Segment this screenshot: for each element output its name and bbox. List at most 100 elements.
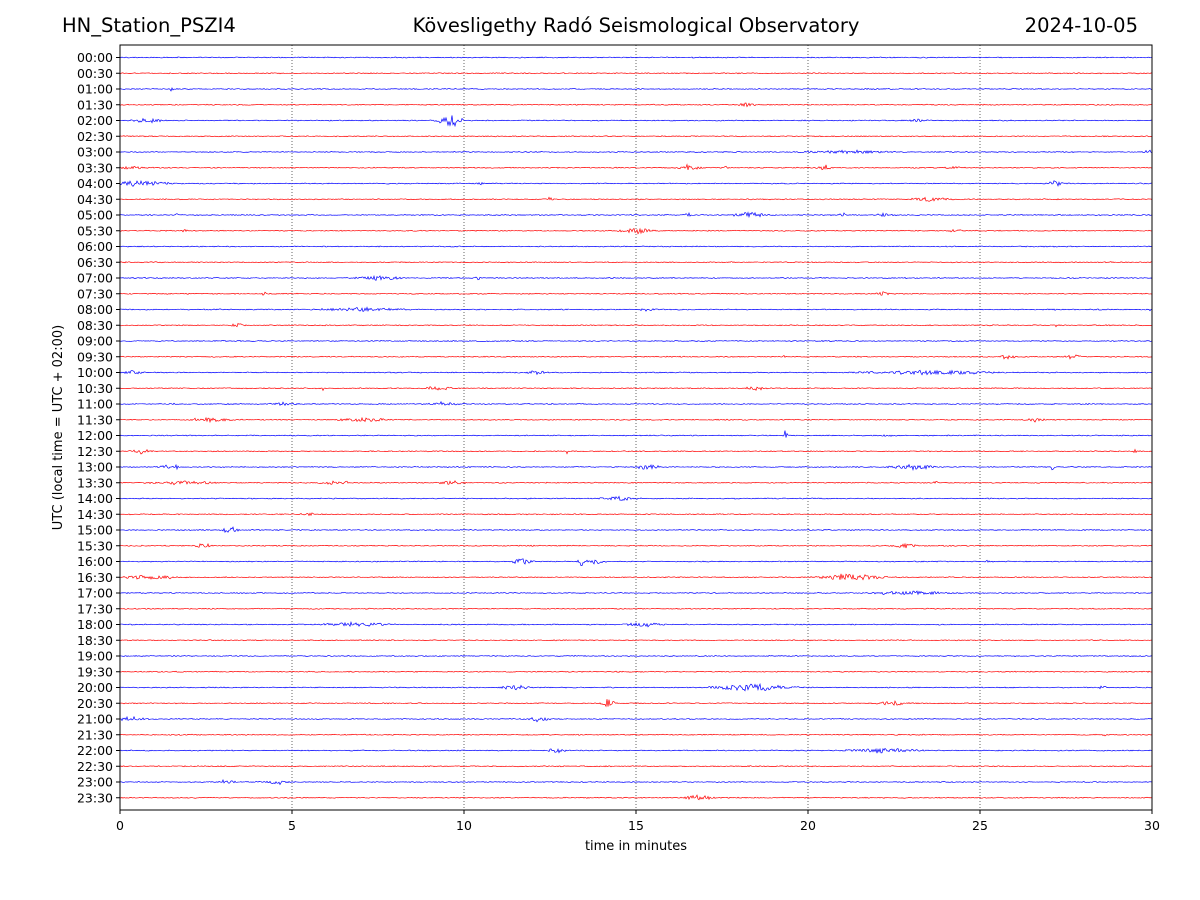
y-tick-label: 20:00 bbox=[77, 680, 113, 695]
y-tick-label: 06:30 bbox=[77, 255, 113, 270]
y-tick-label: 02:00 bbox=[77, 113, 113, 128]
trace-0400 bbox=[119, 180, 1153, 187]
x-tick-label: 15 bbox=[628, 818, 644, 833]
y-tick-label: 12:00 bbox=[77, 428, 113, 443]
y-tick-label: 15:30 bbox=[77, 538, 113, 553]
trace-1930 bbox=[119, 670, 1153, 673]
trace-0030 bbox=[119, 72, 1153, 75]
y-tick-label: 23:00 bbox=[77, 775, 113, 790]
x-axis-label: time in minutes bbox=[585, 839, 687, 854]
y-tick-label: 12:30 bbox=[77, 444, 113, 459]
seismic-traces bbox=[119, 56, 1153, 801]
y-tick-label: 17:00 bbox=[77, 586, 113, 601]
y-tick-label: 02:30 bbox=[77, 129, 113, 144]
trace-1030 bbox=[119, 386, 1153, 392]
y-tick-label: 21:30 bbox=[77, 727, 113, 742]
y-tick-label: 07:00 bbox=[77, 271, 113, 286]
y-tick-label: 06:00 bbox=[77, 239, 113, 254]
y-tick-label: 01:00 bbox=[77, 82, 113, 97]
y-tick-label: 16:30 bbox=[77, 570, 113, 585]
x-tick-label: 0 bbox=[116, 818, 124, 833]
trace-0330 bbox=[119, 163, 1153, 171]
trace-1800 bbox=[119, 620, 1153, 628]
trace-1130 bbox=[119, 416, 1153, 424]
y-tick-label: 00:00 bbox=[77, 50, 113, 65]
trace-1500 bbox=[119, 526, 1153, 533]
y-tick-label: 08:00 bbox=[77, 302, 113, 317]
y-tick-label: 22:00 bbox=[77, 743, 113, 758]
trace-1700 bbox=[119, 590, 1153, 596]
y-tick-label: 21:00 bbox=[77, 712, 113, 727]
y-tick-label: 18:30 bbox=[77, 633, 113, 648]
y-tick-label: 13:00 bbox=[77, 460, 113, 475]
trace-1200 bbox=[119, 430, 1153, 438]
chart-title: Kövesligethy Radó Seismological Observat… bbox=[412, 14, 860, 37]
y-tick-label: 09:30 bbox=[77, 349, 113, 364]
trace-0600 bbox=[119, 245, 1153, 248]
y-tick-label: 09:00 bbox=[77, 334, 113, 349]
trace-0230 bbox=[119, 135, 1153, 138]
chart-date: 2024-10-05 bbox=[1024, 14, 1138, 37]
trace-1530 bbox=[119, 542, 1153, 549]
y-tick-label: 19:30 bbox=[77, 664, 113, 679]
trace-2030 bbox=[119, 699, 1153, 708]
trace-0430 bbox=[119, 196, 1153, 202]
trace-0730 bbox=[119, 291, 1153, 296]
y-tick-label: 10:30 bbox=[77, 381, 113, 396]
trace-0200 bbox=[119, 115, 1153, 128]
trace-1400 bbox=[119, 495, 1153, 501]
y-tick-label: 05:30 bbox=[77, 223, 113, 238]
y-tick-label: 13:30 bbox=[77, 475, 113, 490]
x-tick-label: 5 bbox=[288, 818, 296, 833]
trace-2230 bbox=[119, 765, 1153, 768]
trace-1830 bbox=[119, 639, 1153, 642]
trace-1000 bbox=[119, 369, 1153, 376]
trace-1300 bbox=[119, 463, 1153, 472]
trace-0930 bbox=[119, 354, 1153, 360]
y-tick-label: 07:30 bbox=[77, 286, 113, 301]
trace-0830 bbox=[119, 322, 1153, 328]
x-tick-label: 25 bbox=[972, 818, 988, 833]
trace-0500 bbox=[119, 211, 1153, 219]
trace-0100 bbox=[119, 87, 1153, 92]
y-tick-label: 17:30 bbox=[77, 601, 113, 616]
y-tick-label: 15:00 bbox=[77, 523, 113, 538]
y-tick-label: 20:30 bbox=[77, 696, 113, 711]
y-axis-label: UTC (local time = UTC + 02:00) bbox=[51, 325, 66, 530]
y-tick-label: 08:30 bbox=[77, 318, 113, 333]
y-tick-label: 11:30 bbox=[77, 412, 113, 427]
y-tick-label: 16:00 bbox=[77, 554, 113, 569]
y-tick-label: 10:00 bbox=[77, 365, 113, 380]
y-tick-label: 04:00 bbox=[77, 176, 113, 191]
vertical-gridlines bbox=[291, 45, 981, 810]
y-tick-label: 14:30 bbox=[77, 507, 113, 522]
x-tick-label: 20 bbox=[800, 818, 816, 833]
y-tick-label: 04:30 bbox=[77, 192, 113, 207]
trace-0130 bbox=[119, 102, 1153, 108]
x-axis-ticks: 0 5 10 15 20 25 30 bbox=[116, 810, 1160, 833]
trace-2100 bbox=[119, 715, 1153, 723]
trace-0630 bbox=[119, 261, 1153, 264]
trace-0800 bbox=[119, 306, 1153, 312]
trace-0530 bbox=[119, 227, 1153, 235]
x-tick-label: 30 bbox=[1144, 818, 1160, 833]
y-axis-ticks: 00:0000:3001:0001:3002:0002:3003:0003:30… bbox=[77, 50, 120, 805]
y-tick-label: 23:30 bbox=[77, 790, 113, 805]
trace-1330 bbox=[119, 480, 1153, 486]
y-tick-label: 19:00 bbox=[77, 649, 113, 664]
station-name: HN_Station_PSZI4 bbox=[62, 14, 236, 37]
trace-0300 bbox=[119, 149, 1153, 155]
trace-1600 bbox=[119, 558, 1153, 567]
trace-2130 bbox=[119, 733, 1153, 737]
trace-1100 bbox=[119, 400, 1153, 406]
trace-1230 bbox=[119, 448, 1153, 455]
trace-0700 bbox=[119, 275, 1153, 281]
trace-1730 bbox=[119, 607, 1153, 610]
trace-0000 bbox=[119, 56, 1153, 59]
y-tick-label: 05:00 bbox=[77, 208, 113, 223]
y-tick-label: 03:30 bbox=[77, 160, 113, 175]
trace-2000 bbox=[119, 683, 1153, 692]
y-tick-label: 00:30 bbox=[77, 66, 113, 81]
trace-0900 bbox=[119, 340, 1153, 342]
